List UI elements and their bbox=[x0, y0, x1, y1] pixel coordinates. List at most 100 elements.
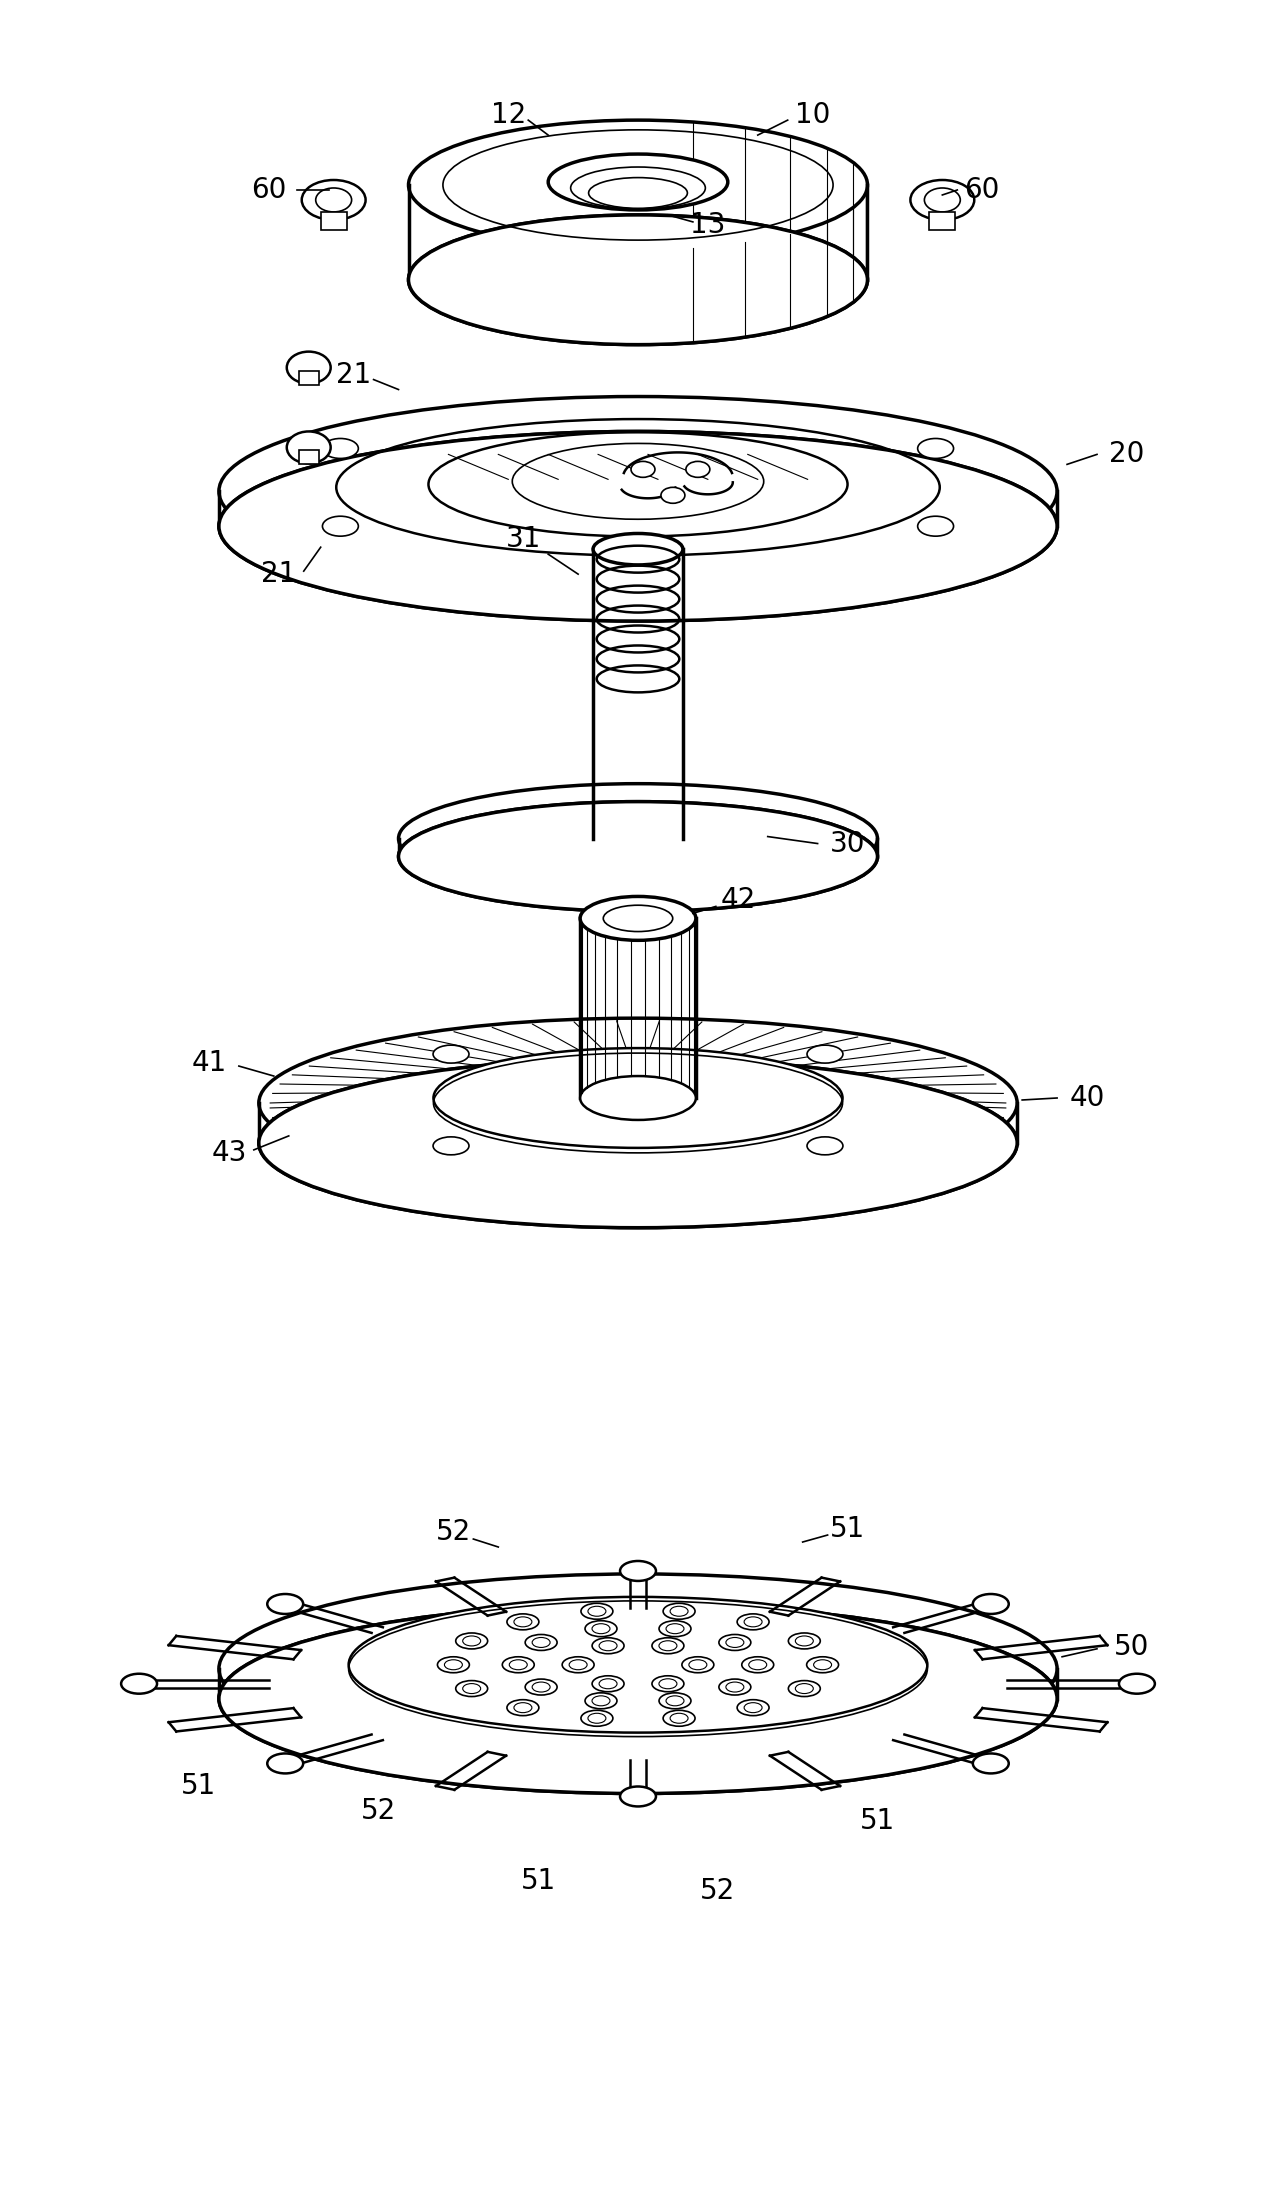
Ellipse shape bbox=[219, 1573, 1057, 1764]
Ellipse shape bbox=[259, 1059, 1017, 1227]
Ellipse shape bbox=[323, 516, 359, 536]
Ellipse shape bbox=[584, 1621, 618, 1637]
Ellipse shape bbox=[434, 1048, 842, 1149]
Text: 41: 41 bbox=[191, 1048, 227, 1076]
Text: 10: 10 bbox=[795, 101, 831, 129]
Ellipse shape bbox=[563, 1656, 595, 1674]
Bar bbox=[320, 212, 347, 230]
Text: 20: 20 bbox=[1109, 440, 1145, 468]
Ellipse shape bbox=[433, 1138, 470, 1155]
Ellipse shape bbox=[581, 1604, 612, 1619]
Text: 51: 51 bbox=[521, 1866, 556, 1895]
Ellipse shape bbox=[738, 1700, 769, 1715]
Ellipse shape bbox=[408, 120, 868, 249]
Ellipse shape bbox=[917, 438, 953, 459]
Ellipse shape bbox=[686, 462, 709, 477]
Ellipse shape bbox=[972, 1753, 1009, 1774]
Text: 52: 52 bbox=[436, 1518, 471, 1547]
Ellipse shape bbox=[507, 1700, 538, 1715]
Ellipse shape bbox=[408, 214, 868, 346]
Text: 30: 30 bbox=[829, 829, 865, 858]
Text: 13: 13 bbox=[690, 210, 726, 238]
Ellipse shape bbox=[806, 1656, 838, 1674]
Ellipse shape bbox=[581, 1076, 695, 1120]
Text: 21: 21 bbox=[262, 560, 296, 589]
Ellipse shape bbox=[652, 1676, 684, 1691]
Ellipse shape bbox=[620, 1785, 656, 1807]
Ellipse shape bbox=[664, 1604, 695, 1619]
Ellipse shape bbox=[592, 1676, 624, 1691]
Ellipse shape bbox=[917, 516, 953, 536]
Ellipse shape bbox=[456, 1680, 487, 1696]
Ellipse shape bbox=[910, 179, 975, 221]
Ellipse shape bbox=[661, 488, 685, 503]
Ellipse shape bbox=[806, 1046, 843, 1063]
Ellipse shape bbox=[718, 1678, 750, 1696]
Ellipse shape bbox=[581, 897, 695, 941]
Ellipse shape bbox=[267, 1595, 304, 1615]
Ellipse shape bbox=[219, 431, 1057, 621]
Ellipse shape bbox=[438, 1656, 470, 1674]
Ellipse shape bbox=[267, 1753, 304, 1774]
Text: 12: 12 bbox=[491, 101, 526, 129]
Ellipse shape bbox=[593, 534, 683, 565]
Text: 52: 52 bbox=[361, 1796, 396, 1825]
Text: 60: 60 bbox=[251, 175, 287, 203]
Text: 43: 43 bbox=[212, 1140, 246, 1166]
Ellipse shape bbox=[507, 1615, 538, 1630]
Bar bbox=[299, 370, 319, 385]
Ellipse shape bbox=[398, 801, 878, 912]
Ellipse shape bbox=[972, 1595, 1009, 1615]
Ellipse shape bbox=[219, 1604, 1057, 1794]
Text: 51: 51 bbox=[860, 1807, 894, 1836]
Bar bbox=[299, 451, 319, 464]
Ellipse shape bbox=[526, 1634, 558, 1650]
Ellipse shape bbox=[584, 1694, 618, 1709]
Ellipse shape bbox=[219, 396, 1057, 586]
Text: 42: 42 bbox=[720, 886, 755, 915]
Ellipse shape bbox=[219, 431, 1057, 621]
Text: 40: 40 bbox=[1069, 1083, 1105, 1112]
Ellipse shape bbox=[408, 214, 868, 346]
Ellipse shape bbox=[259, 1017, 1017, 1188]
Ellipse shape bbox=[658, 1694, 692, 1709]
Text: 51: 51 bbox=[181, 1772, 217, 1801]
Ellipse shape bbox=[632, 462, 655, 477]
Ellipse shape bbox=[287, 431, 330, 464]
Ellipse shape bbox=[348, 1597, 928, 1733]
Ellipse shape bbox=[1119, 1674, 1155, 1694]
Ellipse shape bbox=[323, 438, 359, 459]
Ellipse shape bbox=[121, 1674, 157, 1694]
Ellipse shape bbox=[789, 1632, 820, 1650]
Ellipse shape bbox=[741, 1656, 773, 1674]
Ellipse shape bbox=[259, 1059, 1017, 1227]
Ellipse shape bbox=[287, 352, 330, 383]
Ellipse shape bbox=[664, 1711, 695, 1726]
Ellipse shape bbox=[549, 153, 727, 210]
Ellipse shape bbox=[718, 1634, 750, 1650]
Text: 52: 52 bbox=[701, 1877, 735, 1906]
Ellipse shape bbox=[398, 783, 878, 893]
Ellipse shape bbox=[652, 1639, 684, 1654]
Text: 60: 60 bbox=[965, 175, 1000, 203]
Ellipse shape bbox=[681, 1656, 713, 1674]
Ellipse shape bbox=[592, 1639, 624, 1654]
Ellipse shape bbox=[581, 1711, 612, 1726]
Text: 21: 21 bbox=[336, 361, 371, 389]
Ellipse shape bbox=[301, 179, 366, 221]
Ellipse shape bbox=[219, 1604, 1057, 1794]
Ellipse shape bbox=[658, 1621, 692, 1637]
Ellipse shape bbox=[806, 1138, 843, 1155]
Ellipse shape bbox=[503, 1656, 535, 1674]
Bar bbox=[929, 212, 956, 230]
Ellipse shape bbox=[789, 1680, 820, 1696]
Ellipse shape bbox=[526, 1678, 558, 1696]
Text: 50: 50 bbox=[1114, 1632, 1150, 1661]
Ellipse shape bbox=[738, 1615, 769, 1630]
Text: 51: 51 bbox=[829, 1514, 865, 1543]
Text: 31: 31 bbox=[505, 525, 541, 554]
Ellipse shape bbox=[398, 801, 878, 912]
Ellipse shape bbox=[456, 1632, 487, 1650]
Ellipse shape bbox=[620, 1560, 656, 1582]
Ellipse shape bbox=[433, 1046, 470, 1063]
